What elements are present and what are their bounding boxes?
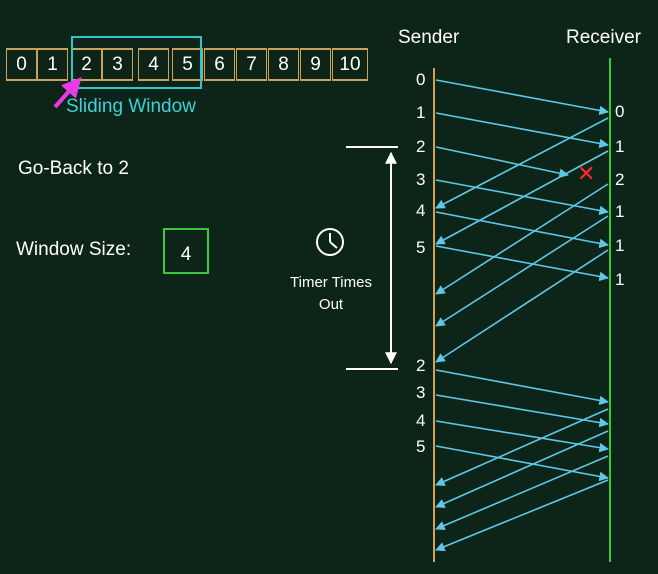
data-packet-arrow — [435, 369, 609, 406]
ack-arrow — [435, 183, 609, 295]
sender-label: 5 — [416, 238, 426, 257]
sender-label: 3 — [416, 383, 426, 402]
sequence-cell-9: 9 — [300, 48, 331, 81]
sender-label: 3 — [416, 170, 426, 189]
receiver-label: 1 — [615, 236, 625, 255]
sender-label: 5 — [416, 437, 426, 456]
go-back-label: Go-Back to 2 — [18, 158, 129, 179]
sequence-cell-1: 1 — [37, 48, 68, 81]
data-packet-arrow — [435, 394, 609, 428]
ack-arrow — [435, 408, 609, 486]
sliding-window-frame — [71, 36, 202, 89]
sequence-cell-3: 3 — [102, 48, 133, 81]
ack-arrow — [435, 455, 609, 531]
sender-title: Sender — [398, 27, 460, 48]
data-packet-arrow — [435, 112, 609, 149]
sequence-cell-10: 10 — [332, 48, 368, 81]
window-pointer-arrow — [53, 77, 82, 109]
data-packet-arrow — [435, 179, 609, 216]
clock-icon — [316, 228, 344, 256]
ack-arrow — [435, 249, 609, 363]
window-size-label: Window Size: — [16, 239, 132, 260]
data-packet-arrow — [435, 245, 609, 282]
message-arrows — [435, 79, 609, 552]
receiver-label: 2 — [615, 170, 625, 189]
sender-label: 0 — [416, 70, 426, 89]
sender-label: 2 — [416, 137, 426, 156]
sender-label: 4 — [416, 411, 426, 430]
data-packet-arrow — [435, 79, 609, 116]
data-packet-arrow — [435, 420, 609, 453]
data-packet-arrow — [435, 211, 609, 249]
receiver-label: 1 — [615, 270, 625, 289]
receiver-title: Receiver — [566, 27, 641, 48]
ack-arrow — [435, 479, 609, 552]
sender-label: 1 — [416, 103, 426, 122]
ack-arrow — [435, 215, 609, 327]
sender-label: 4 — [416, 201, 426, 220]
sliding-window-label: Sliding Window — [66, 96, 196, 117]
window-size-value: 4 — [163, 228, 209, 274]
ack-arrow — [435, 430, 609, 508]
ack-arrow — [435, 150, 609, 245]
sequence-cell-4: 4 — [138, 48, 169, 81]
timer-label-line1: Timer Times — [290, 274, 372, 291]
data-packet-arrow — [435, 445, 609, 482]
sequence-cell-0: 0 — [6, 48, 37, 81]
timer-label-line2: Out — [318, 296, 344, 313]
sender-label: 2 — [416, 356, 426, 375]
timer-label: Timer Times Out — [283, 272, 379, 316]
lost-packet-icon: ✕ — [577, 161, 596, 186]
receiver-label: 1 — [615, 137, 625, 156]
ack-arrow — [435, 117, 609, 209]
sequence-cell-5: 5 — [172, 48, 203, 81]
sequence-cell-7: 7 — [236, 48, 267, 81]
receiver-label: 1 — [615, 202, 625, 221]
lost-packet-arrow — [435, 146, 569, 178]
sequence-cell-8: 8 — [268, 48, 299, 81]
receiver-label: 0 — [615, 102, 625, 121]
sequence-cell-6: 6 — [204, 48, 235, 81]
